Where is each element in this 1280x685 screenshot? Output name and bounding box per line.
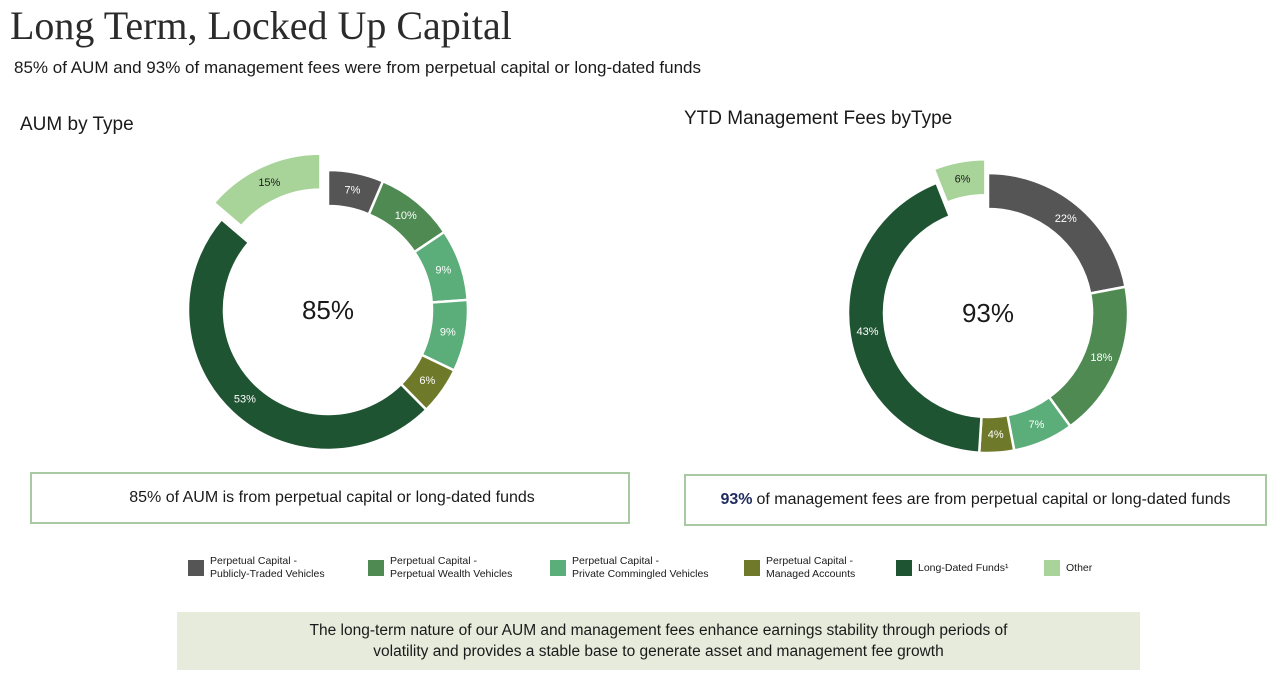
- legend-swatch: [188, 560, 204, 576]
- fees-chart-title: YTD Management Fees byType: [684, 108, 953, 129]
- donut-slice: [986, 171, 1127, 295]
- slice-label: 4%: [988, 429, 1004, 441]
- legend-label: Long-Dated Funds¹: [918, 561, 1009, 574]
- slice-label: 15%: [258, 177, 280, 189]
- fees-callout-text: of management fees are from perpetual ca…: [756, 491, 1231, 508]
- slice-label: 9%: [435, 264, 451, 276]
- donut-slice: [932, 157, 987, 205]
- fees-donut-chart: 22% 18% 7% 4% 43% 6% 93%: [846, 157, 1130, 455]
- legend-item-managed-accounts: Perpetual Capital - Managed Accounts: [744, 548, 855, 588]
- legend-item-long-dated: Long-Dated Funds¹: [896, 548, 1008, 588]
- donut-slice: [1047, 285, 1130, 429]
- legend-label: Perpetual Capital - Publicly-Traded Vehi…: [210, 555, 325, 580]
- legend-label: Other: [1066, 561, 1093, 574]
- aum-donut-chart: 7% 10% 9% 9% 6% 53% 15% 85%: [186, 152, 470, 452]
- page-title: Long Term, Locked Up Capital: [10, 3, 512, 48]
- legend-swatch: [1044, 560, 1060, 576]
- donut-slice: [846, 181, 983, 455]
- slice-label: 22%: [1055, 213, 1077, 225]
- slice-label: 7%: [1028, 419, 1044, 431]
- chart-legend: Perpetual Capital - Publicly-Traded Vehi…: [188, 548, 1188, 588]
- slice-label: 9%: [440, 327, 456, 339]
- slice-label: 43%: [856, 326, 878, 338]
- slice-label: 18%: [1090, 352, 1112, 364]
- legend-swatch: [550, 560, 566, 576]
- summary-banner: The long-term nature of our AUM and mana…: [177, 612, 1140, 670]
- slice-label: 10%: [395, 210, 417, 222]
- aum-callout-text: 85% of AUM is from perpetual capital or …: [129, 489, 535, 506]
- donut-slice: [212, 152, 322, 228]
- legend-item-publicly-traded: Perpetual Capital - Publicly-Traded Vehi…: [188, 548, 325, 588]
- legend-swatch: [368, 560, 384, 576]
- aum-callout-box: 85% of AUM is from perpetual capital or …: [30, 472, 630, 524]
- donut-center-label: 85%: [302, 295, 354, 325]
- legend-label: Perpetual Capital - Private Commingled V…: [572, 555, 709, 580]
- slice-label: 53%: [234, 393, 256, 405]
- slice-label: 7%: [344, 184, 360, 196]
- legend-item-other: Other: [1044, 548, 1092, 588]
- aum-chart-title: AUM by Type: [20, 114, 134, 135]
- legend-label: Perpetual Capital - Managed Accounts: [766, 555, 856, 580]
- fees-callout-box: 93% of management fees are from perpetua…: [684, 474, 1267, 526]
- donut-center-label: 93%: [962, 298, 1014, 328]
- legend-label: Perpetual Capital - Perpetual Wealth Veh…: [390, 555, 513, 580]
- legend-item-wealth-vehicles: Perpetual Capital - Perpetual Wealth Veh…: [368, 548, 512, 588]
- slice-label: 6%: [419, 375, 435, 387]
- fees-callout-highlight: 93%: [720, 491, 753, 508]
- summary-banner-text: The long-term nature of our AUM and mana…: [309, 622, 1008, 660]
- slice-label: 6%: [955, 173, 971, 185]
- donut-slice: [186, 217, 429, 452]
- legend-swatch: [896, 560, 912, 576]
- legend-item-private-commingled: Perpetual Capital - Private Commingled V…: [550, 548, 709, 588]
- legend-swatch: [744, 560, 760, 576]
- page-subtitle: 85% of AUM and 93% of management fees we…: [14, 58, 702, 77]
